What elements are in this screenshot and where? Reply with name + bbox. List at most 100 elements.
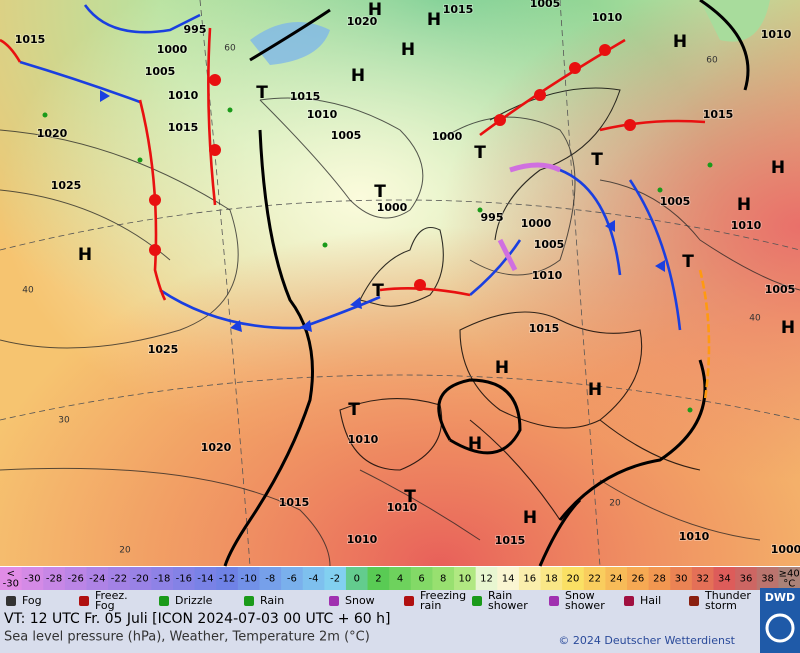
copyright: © 2024 Deutscher Wetterdienst: [558, 634, 735, 647]
dwd-logo-icon: [765, 613, 795, 643]
legend-label: Rain shower: [488, 589, 528, 612]
isotherm-label: 60: [706, 56, 718, 66]
colorbar-label: 28: [653, 574, 666, 585]
colorbar-cell: [475, 567, 498, 590]
pressure-center: H: [401, 40, 415, 60]
description: Sea level pressure (hPa), Weather, Tempe…: [4, 630, 370, 645]
colorbar-label: 2: [375, 574, 381, 585]
isobar-label: 1010: [679, 530, 710, 543]
isobar-label: 1015: [703, 108, 734, 121]
colorbar-cell: [605, 567, 628, 590]
isobar-label: 1025: [51, 179, 82, 192]
colorbar-cell: [151, 567, 174, 590]
colorbar-label: 4: [397, 574, 403, 585]
pressure-center: H: [368, 0, 382, 20]
isobar-label: 1005: [765, 283, 796, 296]
isobar-label: 1010: [532, 269, 563, 282]
colorbar-label: 6: [418, 574, 424, 585]
map-labels: 1015 995 1000 1020 1015 1005 1010 1010 1005 1010 1…: [14, 0, 800, 557]
legend-symbol: [244, 596, 254, 606]
colorbar-label: -24: [89, 574, 105, 585]
colorbar-cell: [735, 567, 758, 590]
colorbar-label: -16: [176, 574, 192, 585]
legend-label: Rain: [260, 594, 284, 607]
isotherm-label: 20: [609, 499, 621, 509]
colorbar-cell: [345, 567, 369, 590]
legend-label: Freez. Fog: [95, 589, 128, 612]
colorbar-cell: [756, 567, 779, 590]
colorbar-cell: [302, 567, 325, 590]
colorbar-cell: [778, 567, 800, 590]
colorbar-label: 8: [440, 574, 446, 585]
colorbar-label: -14: [197, 574, 213, 585]
colorbar-label: < -30: [3, 569, 19, 590]
dwd-logo-text: DWD: [765, 591, 795, 604]
isobar-label: 1000: [157, 43, 188, 56]
colorbar-label: 32: [696, 574, 709, 585]
legend-label: Freezing rain: [420, 589, 466, 612]
pressure-center: H: [78, 245, 92, 265]
legend-label: Drizzle: [175, 594, 213, 607]
isobar-label: 1005: [145, 65, 176, 78]
pressure-center: H: [427, 10, 441, 30]
legend-label: Thunder storm: [704, 589, 751, 612]
isobar-label: 1025: [148, 343, 179, 356]
colorbar-label: -18: [154, 574, 170, 585]
legend-bar: [0, 590, 800, 612]
isobar-label: 1010: [592, 11, 623, 24]
colorbar-cell: [691, 567, 715, 590]
colorbar-label: -30: [24, 574, 40, 585]
colorbar-cell: [367, 567, 390, 590]
colorbar-cell: [0, 567, 23, 590]
colorbar-cell: [172, 567, 196, 590]
isobar-label: 995: [481, 211, 504, 224]
pressure-center: T: [374, 182, 386, 202]
legend-symbol: [159, 596, 169, 606]
colorbar-cell: [670, 567, 693, 590]
colorbar-label: 26: [631, 574, 644, 585]
isotherm-label: 60: [224, 44, 236, 54]
isobar-label: 1020: [347, 15, 378, 28]
isobar-label: 1010: [168, 89, 199, 102]
colorbar-label: 30: [675, 574, 688, 585]
colorbar-cell: [86, 567, 109, 590]
isobar-label: 1015: [290, 90, 321, 103]
colorbar-label: 34: [718, 574, 731, 585]
isobar-label: 1015: [279, 496, 310, 509]
colorbar-cell: [64, 567, 87, 590]
colorbar-label: 36: [740, 574, 753, 585]
isobar-label: 995: [184, 23, 207, 36]
colorbar-label: -8: [265, 574, 275, 585]
isobar-label: 1005: [534, 238, 565, 251]
colorbar-label: -28: [46, 574, 62, 585]
isobar-label: 1005: [660, 195, 691, 208]
colorbar-label: 12: [480, 574, 493, 585]
pressure-center: H: [468, 434, 482, 454]
pressure-center: H: [737, 195, 751, 215]
pressure-center: T: [591, 150, 603, 170]
isobar-label: 1005: [331, 129, 362, 142]
valid-time: VT: 12 UTC Fr. 05 Juli [ICON 2024-07-03 …: [4, 611, 391, 627]
colorbar-cell: [216, 567, 239, 590]
colorbar-label: -4: [309, 574, 319, 585]
pressure-center: H: [351, 66, 365, 86]
isobar-label: 1005: [530, 0, 561, 10]
legend-symbol: [472, 596, 482, 606]
pressure-center: H: [673, 32, 687, 52]
pressure-center: T: [348, 400, 360, 420]
colorbar-label: 38: [761, 574, 774, 585]
isobar-label: 1000: [432, 130, 463, 143]
colorbar-label: 18: [545, 574, 558, 585]
pressure-center: T: [372, 281, 384, 301]
legend-symbol: [404, 596, 414, 606]
colorbar-cell: [497, 567, 520, 590]
colorbar-cell: [583, 567, 606, 590]
legend-label: Fog: [22, 594, 42, 607]
colorbar-label: -26: [68, 574, 84, 585]
colorbar-cell: [713, 567, 736, 590]
isobar-label: 1010: [387, 501, 418, 514]
isobar-label: 1015: [529, 322, 560, 335]
colorbar-cell: [410, 567, 433, 590]
isobar-label: 1020: [201, 441, 232, 454]
colorbar-label: ≥40 °C: [779, 569, 800, 590]
